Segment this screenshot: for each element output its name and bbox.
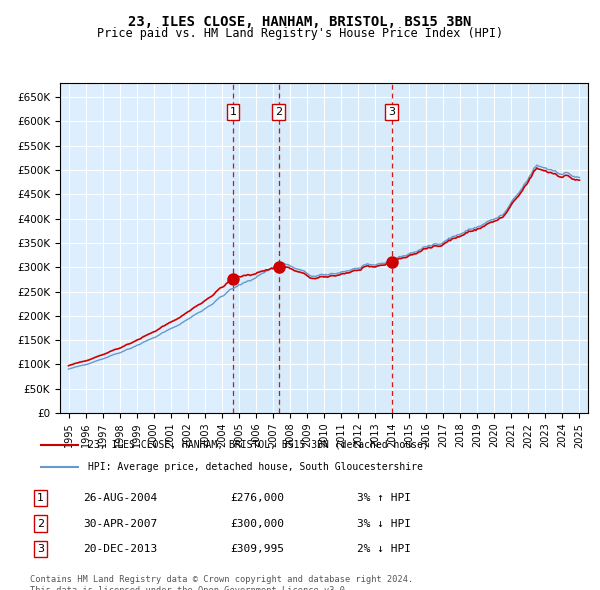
Text: 3: 3: [37, 544, 44, 554]
Text: 26-AUG-2004: 26-AUG-2004: [83, 493, 157, 503]
Bar: [392, 83, 588, 413]
Text: HPI: Average price, detached house, South Gloucestershire: HPI: Average price, detached house, Sout…: [88, 462, 423, 472]
Text: 2: 2: [275, 107, 282, 117]
Text: 23, ILES CLOSE, HANHAM, BRISTOL, BS15 3BN (detached house): 23, ILES CLOSE, HANHAM, BRISTOL, BS15 3B…: [88, 440, 429, 450]
Bar: [278, 83, 392, 413]
Text: 1: 1: [229, 107, 236, 117]
Text: 3% ↓ HPI: 3% ↓ HPI: [358, 519, 412, 529]
Text: 20-DEC-2013: 20-DEC-2013: [83, 544, 157, 554]
Text: 23, ILES CLOSE, HANHAM, BRISTOL, BS15 3BN: 23, ILES CLOSE, HANHAM, BRISTOL, BS15 3B…: [128, 15, 472, 29]
Text: £276,000: £276,000: [230, 493, 284, 503]
Text: 1: 1: [37, 493, 44, 503]
Text: 2: 2: [37, 519, 44, 529]
Text: Contains HM Land Registry data © Crown copyright and database right 2024.
This d: Contains HM Land Registry data © Crown c…: [30, 575, 413, 590]
Text: £309,995: £309,995: [230, 544, 284, 554]
Text: 3: 3: [388, 107, 395, 117]
Text: 30-APR-2007: 30-APR-2007: [83, 519, 157, 529]
Text: £300,000: £300,000: [230, 519, 284, 529]
Bar: [233, 83, 278, 413]
Text: 3% ↑ HPI: 3% ↑ HPI: [358, 493, 412, 503]
Text: Price paid vs. HM Land Registry's House Price Index (HPI): Price paid vs. HM Land Registry's House …: [97, 27, 503, 40]
Text: 2% ↓ HPI: 2% ↓ HPI: [358, 544, 412, 554]
